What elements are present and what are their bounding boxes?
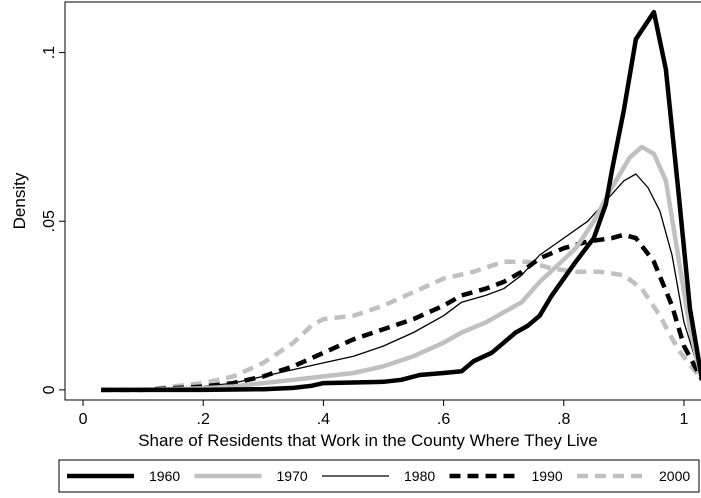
x-axis-label: Share of Residents that Work in the Coun… bbox=[138, 431, 598, 450]
x-tick-label: .4 bbox=[317, 411, 330, 428]
series-line-2000 bbox=[101, 259, 701, 393]
series-line-1990 bbox=[101, 232, 701, 393]
legend-label-1970: 1970 bbox=[277, 468, 308, 484]
y-tick-label: 0 bbox=[41, 385, 58, 394]
legend-label-1990: 1990 bbox=[532, 468, 563, 484]
y-axis-label: Density bbox=[10, 172, 29, 229]
x-axis: 0 .2 .4 .6 .8 1 bbox=[79, 400, 689, 428]
x-tick-label: 1 bbox=[680, 411, 689, 428]
series-line-1960 bbox=[101, 9, 701, 393]
y-axis: 0 .05 .1 bbox=[41, 46, 65, 394]
legend-label-1960: 1960 bbox=[149, 468, 180, 484]
series-lines bbox=[101, 9, 701, 393]
legend-label-2000: 2000 bbox=[659, 468, 690, 484]
x-tick-label: .6 bbox=[437, 411, 450, 428]
series-line-1970 bbox=[101, 144, 701, 393]
y-tick-label: .05 bbox=[41, 210, 58, 232]
x-tick-label: 0 bbox=[79, 411, 88, 428]
legend-frame bbox=[58, 459, 700, 493]
y-tick-label: .1 bbox=[41, 46, 58, 59]
series-line-1980 bbox=[101, 173, 701, 391]
legend-label-1980: 1980 bbox=[404, 468, 435, 484]
legend: 1960 1970 1980 1990 2000 bbox=[67, 468, 690, 484]
x-tick-label: .8 bbox=[557, 411, 570, 428]
x-tick-label: .2 bbox=[197, 411, 210, 428]
plot-frame bbox=[64, 1, 701, 401]
